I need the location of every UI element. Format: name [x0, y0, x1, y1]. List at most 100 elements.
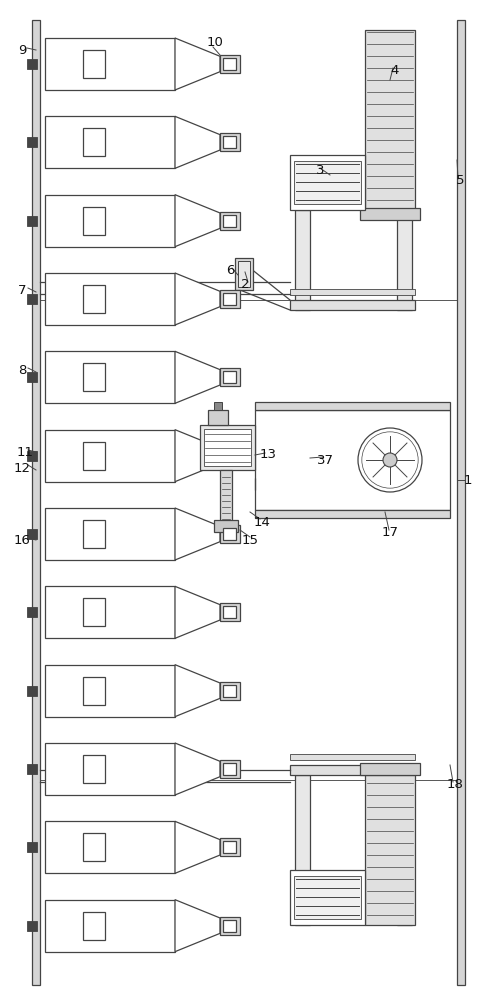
Bar: [223, 215, 237, 227]
Bar: [220, 133, 240, 151]
Text: 13: 13: [260, 448, 276, 462]
Bar: [223, 528, 237, 540]
Bar: [220, 368, 240, 386]
Text: 7: 7: [18, 284, 26, 296]
Bar: [27, 451, 37, 461]
Text: 6: 6: [226, 263, 234, 276]
Bar: [223, 450, 237, 462]
Text: 15: 15: [242, 534, 258, 546]
Bar: [223, 293, 237, 305]
Bar: [223, 371, 237, 383]
Bar: [83, 755, 105, 783]
Bar: [238, 261, 250, 287]
Text: 2: 2: [241, 278, 249, 292]
Text: 18: 18: [446, 778, 464, 792]
Circle shape: [383, 453, 397, 467]
Bar: [220, 290, 240, 308]
Polygon shape: [175, 116, 220, 168]
Text: 5: 5: [456, 174, 464, 186]
Bar: [220, 917, 240, 935]
Bar: [45, 508, 175, 560]
Bar: [83, 598, 105, 626]
Bar: [208, 410, 228, 425]
Polygon shape: [175, 351, 220, 403]
Bar: [223, 136, 237, 148]
Bar: [83, 912, 105, 940]
Bar: [294, 161, 361, 204]
Bar: [204, 429, 251, 466]
Bar: [235, 258, 253, 290]
Text: 10: 10: [207, 36, 223, 49]
Polygon shape: [175, 665, 220, 717]
Bar: [27, 216, 37, 226]
Bar: [397, 775, 412, 925]
Bar: [220, 760, 240, 778]
Bar: [223, 920, 237, 932]
Bar: [220, 212, 240, 230]
Bar: [27, 842, 37, 852]
Bar: [45, 665, 175, 717]
Bar: [223, 841, 237, 853]
Bar: [200, 425, 255, 470]
Text: 37: 37: [317, 454, 333, 466]
Bar: [83, 520, 105, 548]
Bar: [214, 520, 238, 532]
Bar: [83, 285, 105, 313]
Bar: [220, 838, 240, 856]
Bar: [220, 682, 240, 700]
Bar: [397, 210, 412, 310]
Bar: [290, 754, 415, 760]
Bar: [83, 833, 105, 861]
Bar: [223, 58, 237, 70]
Bar: [290, 870, 365, 925]
Text: 11: 11: [17, 446, 33, 458]
Bar: [295, 775, 310, 925]
Bar: [27, 372, 37, 382]
Bar: [255, 510, 450, 518]
Bar: [457, 20, 465, 985]
Bar: [223, 763, 237, 775]
Bar: [294, 876, 361, 919]
Bar: [45, 38, 175, 90]
Text: 8: 8: [18, 363, 26, 376]
Bar: [45, 743, 175, 795]
Polygon shape: [175, 821, 220, 873]
Bar: [83, 207, 105, 235]
Bar: [220, 525, 240, 543]
Polygon shape: [175, 195, 220, 247]
Bar: [223, 685, 237, 697]
Bar: [27, 921, 37, 931]
Bar: [27, 137, 37, 147]
Bar: [360, 208, 420, 220]
Bar: [27, 294, 37, 304]
Text: 17: 17: [382, 526, 399, 538]
Text: 1: 1: [464, 474, 472, 487]
Bar: [45, 195, 175, 247]
Bar: [223, 606, 237, 618]
Bar: [220, 55, 240, 73]
Bar: [45, 116, 175, 168]
Text: 3: 3: [316, 163, 324, 176]
Bar: [255, 410, 450, 510]
Bar: [45, 430, 175, 482]
Polygon shape: [175, 508, 220, 560]
Bar: [220, 603, 240, 621]
Bar: [295, 210, 310, 310]
Text: 14: 14: [253, 516, 271, 528]
Bar: [220, 447, 240, 465]
Bar: [27, 529, 37, 539]
Text: 16: 16: [14, 534, 30, 546]
Bar: [45, 821, 175, 873]
Bar: [360, 763, 420, 775]
Bar: [27, 607, 37, 617]
Polygon shape: [175, 38, 220, 90]
Bar: [45, 273, 175, 325]
Bar: [45, 900, 175, 952]
Polygon shape: [175, 900, 220, 952]
Bar: [83, 363, 105, 391]
Bar: [27, 764, 37, 774]
Bar: [290, 289, 415, 295]
Bar: [365, 775, 415, 925]
Bar: [214, 402, 222, 410]
Bar: [255, 402, 450, 410]
